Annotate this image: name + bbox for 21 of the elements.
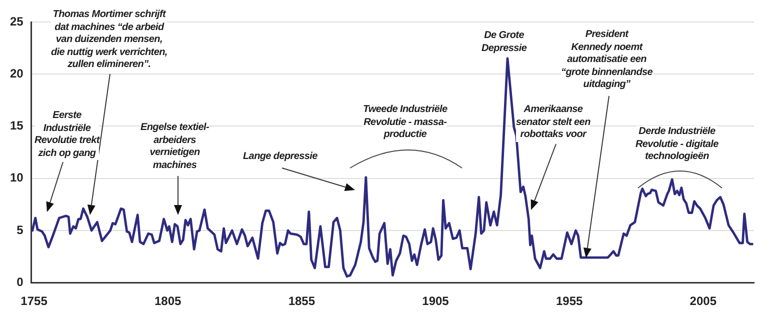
x-tick-label: 1755 xyxy=(20,294,48,308)
annotation: Tweede Industriële Revolutie - massa- productie xyxy=(363,104,448,142)
annotation: Derde Industriële Revolutie - digitale technologieën xyxy=(636,126,718,164)
x-tick-label: 1955 xyxy=(556,294,583,308)
x-tick-label: 2005 xyxy=(690,294,717,308)
annotation: Amerikaanse senator stelt een robottaks voor xyxy=(516,104,590,142)
annotation: Eerste Industriële Revolutie trekt zich op gang xyxy=(34,110,100,160)
annotation: Engelse textiel- arbeiders vernietigen machines xyxy=(140,122,210,172)
x-tick-label: 1805 xyxy=(154,294,182,308)
annotation: Thomas Mortimer schrijft dat machines “de arbeid van duizenden mensen, die nuttig werk verrichten, zullen elimineren”. xyxy=(51,9,168,72)
x-tick-label: 1905 xyxy=(422,294,450,308)
annotation: Lange depressie xyxy=(243,151,318,164)
y-tick-label: 10 xyxy=(10,170,24,185)
y-tick-label: 0 xyxy=(16,274,24,289)
y-tick-label: 20 xyxy=(10,66,24,80)
annotation: De Grote Depressie xyxy=(482,30,527,55)
x-tick-label: 1855 xyxy=(288,294,316,308)
annotation: President Kennedy noemt automatisatie een “grote binnenlandse uitdaging” xyxy=(561,29,653,92)
y-tick-label: 15 xyxy=(10,118,24,133)
y-tick-label: 25 xyxy=(10,14,24,28)
y-tick-label: 5 xyxy=(16,222,24,237)
